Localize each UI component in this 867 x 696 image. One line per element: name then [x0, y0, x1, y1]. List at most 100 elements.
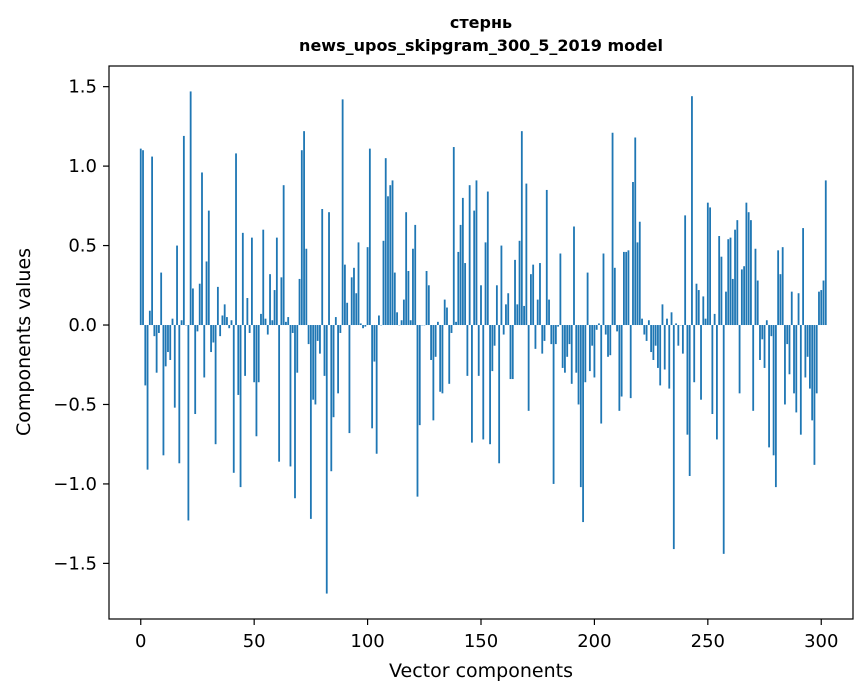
- bar: [430, 325, 432, 360]
- bar: [511, 325, 514, 380]
- bar: [647, 320, 650, 326]
- bar: [718, 236, 721, 326]
- bar: [602, 253, 605, 326]
- bar: [148, 310, 151, 326]
- bar: [180, 320, 183, 326]
- bar: [657, 325, 659, 368]
- bar: [797, 293, 800, 326]
- bar: [482, 325, 485, 440]
- y-axis-ticks: −1.5 −1.0 −0.5 0.0 0.5 1.0 1.5: [53, 77, 109, 574]
- bar: [468, 185, 471, 326]
- bar: [611, 132, 614, 326]
- bar: [307, 325, 310, 345]
- bar: [155, 325, 158, 373]
- bar: [255, 325, 258, 437]
- bar: [319, 325, 321, 354]
- bar: [192, 288, 194, 326]
- bar: [650, 325, 653, 353]
- bar: [493, 325, 496, 346]
- bar: [339, 325, 342, 333]
- bar: [348, 325, 351, 434]
- bar: [530, 274, 532, 326]
- bar: [164, 325, 167, 367]
- bar: [579, 325, 582, 488]
- bar: [257, 325, 260, 383]
- bar: [210, 325, 212, 353]
- bar: [668, 325, 671, 389]
- bar: [325, 325, 328, 594]
- bar: [450, 325, 453, 333]
- bar: [786, 325, 789, 345]
- bar: [722, 325, 725, 554]
- bar: [550, 325, 553, 345]
- bar: [607, 325, 609, 357]
- bar: [822, 280, 825, 326]
- y-tick-label: 1.5: [68, 77, 97, 98]
- y-tick-label: −1.0: [53, 474, 97, 495]
- bar: [393, 272, 396, 326]
- bar: [457, 251, 460, 326]
- bar: [344, 264, 346, 326]
- bar: [473, 210, 476, 326]
- bar: [461, 197, 464, 326]
- bar: [548, 299, 550, 326]
- bar: [677, 325, 680, 346]
- bar: [652, 325, 655, 360]
- bar: [686, 325, 689, 435]
- bar: [588, 325, 591, 372]
- bar: [740, 269, 743, 326]
- bar: [756, 280, 759, 326]
- bar: [235, 153, 237, 326]
- bar: [502, 325, 505, 335]
- bar: [144, 325, 147, 386]
- y-tick-label: −0.5: [53, 394, 97, 415]
- bar: [500, 245, 503, 326]
- bar: [382, 240, 385, 326]
- bar: [232, 325, 235, 473]
- bar: [278, 325, 281, 462]
- bar: [477, 325, 480, 376]
- bar: [323, 325, 326, 376]
- bar: [169, 325, 172, 360]
- bar: [466, 325, 469, 376]
- bar: [285, 321, 287, 326]
- bar: [441, 325, 444, 394]
- bar: [604, 325, 607, 335]
- bar: [282, 185, 285, 326]
- bars-group: [139, 91, 827, 594]
- bar: [160, 272, 163, 326]
- bar: [357, 242, 360, 326]
- x-tick-label: 0: [135, 631, 146, 652]
- bar: [237, 325, 240, 395]
- bar: [362, 325, 364, 329]
- bar: [725, 291, 727, 326]
- bar: [793, 325, 795, 394]
- bar: [173, 325, 176, 408]
- x-tick-label: 50: [243, 631, 266, 652]
- bar: [452, 147, 455, 326]
- bar: [251, 237, 253, 326]
- bar: [613, 267, 616, 326]
- bar: [328, 212, 330, 326]
- bar: [815, 325, 818, 394]
- bar: [187, 325, 190, 521]
- bar: [269, 274, 271, 326]
- bar: [189, 91, 192, 326]
- bar: [645, 325, 648, 341]
- bar: [471, 325, 473, 443]
- bar: [736, 220, 739, 326]
- bar: [743, 266, 746, 326]
- bar: [368, 148, 371, 326]
- bar: [591, 325, 594, 346]
- bar: [625, 251, 628, 326]
- bar: [609, 325, 612, 356]
- bar: [616, 325, 618, 332]
- bar: [770, 325, 773, 337]
- bar: [693, 325, 696, 383]
- y-tick-label: 0.5: [68, 236, 97, 257]
- bar: [545, 189, 548, 326]
- bar: [672, 325, 675, 550]
- bar: [727, 239, 730, 326]
- bar: [779, 274, 782, 326]
